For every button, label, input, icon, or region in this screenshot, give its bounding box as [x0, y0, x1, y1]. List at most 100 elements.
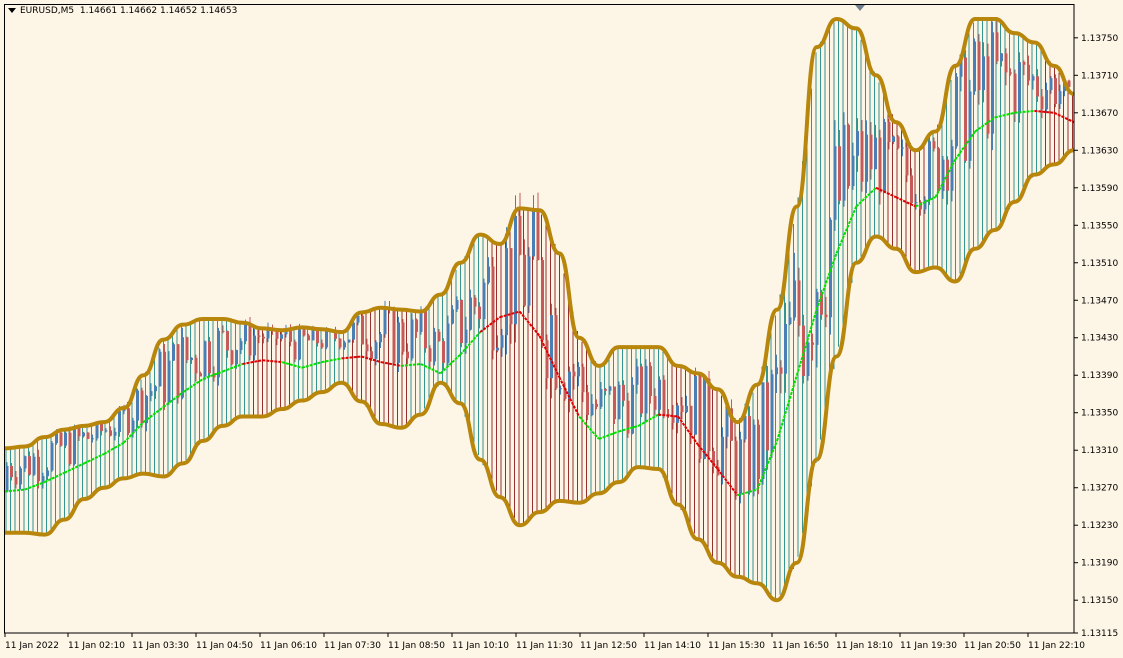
candle-body	[671, 415, 675, 423]
candle-body	[37, 456, 40, 482]
middle-line-segment	[142, 406, 164, 423]
middle-line-segment	[24, 481, 45, 491]
candle-body	[847, 124, 850, 187]
candle-body	[419, 311, 423, 332]
candle-body	[212, 373, 216, 378]
candle-body	[284, 329, 288, 335]
middle-line-segment	[301, 361, 323, 369]
middle-line-segment	[598, 430, 620, 440]
middle-line-segment	[1053, 111, 1075, 124]
candle-body	[46, 470, 49, 477]
candle-body	[397, 322, 400, 363]
candle-body	[842, 124, 846, 201]
candle-body	[266, 328, 270, 339]
middle-line-segment	[795, 309, 818, 376]
dropdown-triangle-icon[interactable]	[8, 8, 16, 13]
candle-body	[919, 202, 922, 210]
y-tick-label: 1.13115	[1081, 629, 1118, 639]
middle-line-segment	[262, 359, 283, 364]
candle-body	[986, 56, 990, 134]
candle-body	[257, 335, 261, 337]
candle-body	[851, 155, 855, 187]
candle-body	[572, 371, 576, 377]
candle-body	[383, 309, 387, 335]
candle-body	[914, 202, 918, 204]
middle-line-segment	[815, 253, 838, 310]
middle-line-segment	[361, 355, 382, 364]
candle-body	[302, 327, 306, 336]
candle-body	[689, 405, 693, 435]
candle-body	[748, 416, 751, 491]
candle-body	[788, 317, 792, 324]
middle-line-segment	[954, 130, 976, 161]
candle-body	[766, 382, 769, 451]
candle-body	[541, 260, 544, 341]
middle-line-segment	[716, 468, 739, 496]
candle-body	[1027, 64, 1030, 81]
candle-body	[550, 315, 553, 379]
x-tick-label: 11 Jan 04:50	[196, 641, 253, 651]
candle-body	[608, 386, 612, 391]
bands-layer	[4, 17, 1075, 603]
candle-body	[109, 430, 112, 436]
candle-body	[293, 341, 297, 360]
scroll-marker-icon[interactable]	[855, 5, 865, 11]
candle-body	[460, 299, 463, 344]
candle-body	[415, 319, 418, 332]
candle-body	[833, 146, 837, 220]
candle-body	[217, 330, 220, 378]
candle-body	[590, 403, 594, 416]
candle-body	[478, 306, 481, 320]
y-tick-label: 1.13310	[1081, 446, 1118, 456]
candle-body	[676, 405, 679, 423]
candle-body	[581, 366, 585, 393]
middle-line-segment	[637, 413, 659, 427]
candle-body	[523, 254, 526, 306]
middle-line-segment	[974, 116, 996, 133]
middle-line-segment	[420, 363, 441, 375]
middle-line-segment	[321, 357, 342, 364]
candle-body	[32, 456, 36, 475]
candle-body	[77, 427, 81, 437]
candle-body	[221, 330, 225, 332]
candle-body	[370, 351, 373, 359]
candle-body	[878, 137, 882, 193]
candle-body	[775, 367, 778, 375]
chart-header: EURUSD,M5 1.14661 1.14662 1.14652 1.1465…	[8, 6, 237, 16]
candle-body	[712, 451, 715, 467]
candle-body	[401, 322, 405, 352]
x-tick-label: 11 Jan 06:10	[260, 641, 317, 651]
candle-body	[896, 136, 900, 149]
candle-body	[568, 371, 571, 399]
candle-body	[82, 432, 85, 437]
middle-line-segment	[341, 355, 362, 360]
candle-body	[995, 32, 999, 62]
candle-body	[761, 382, 765, 480]
x-tick-label: 11 Jan 20:50	[964, 641, 1021, 651]
middle-line-segment	[83, 453, 105, 465]
candle-body	[644, 365, 648, 414]
candle-body	[145, 395, 148, 424]
candle-body	[950, 146, 954, 191]
candle-body	[743, 416, 747, 440]
candle-body	[577, 366, 580, 377]
candle-body	[68, 432, 72, 464]
candle-body	[356, 315, 360, 323]
candle-body	[824, 314, 828, 318]
candle-body	[167, 360, 171, 403]
candle-body	[554, 315, 558, 389]
candle-body	[469, 297, 472, 330]
candle-body	[338, 338, 342, 348]
symbol-label: EURUSD,M5	[20, 6, 75, 16]
candle-body	[428, 348, 432, 362]
ohlc-readout: 1.14661 1.14662 1.14652 1.14653	[79, 6, 238, 16]
candle-body	[352, 322, 355, 340]
candle-body	[262, 336, 265, 339]
middle-line-segment	[380, 361, 402, 367]
candle-body	[599, 389, 603, 407]
middle-line-segment	[697, 443, 719, 470]
candle-body	[1058, 91, 1062, 105]
y-tick-label: 1.13590	[1081, 184, 1118, 194]
candle-body	[811, 342, 814, 345]
